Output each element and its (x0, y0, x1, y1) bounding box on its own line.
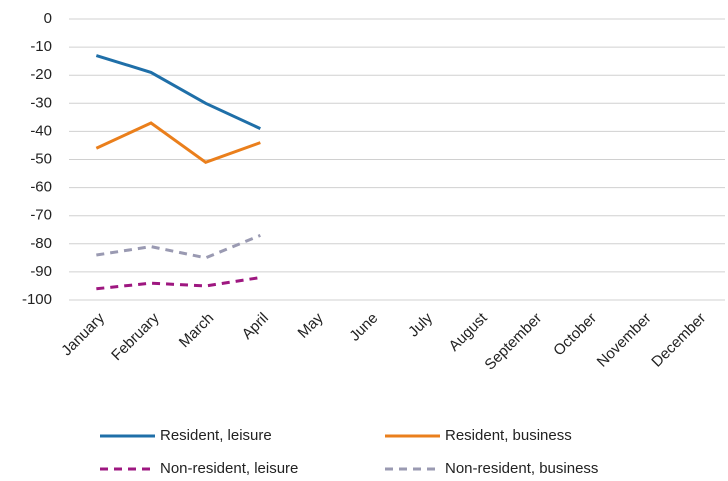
x-tick-label: June (346, 310, 381, 345)
x-tick-label: January (58, 309, 108, 359)
y-tick-label: -30 (30, 94, 52, 111)
y-tick-label: -40 (30, 122, 52, 139)
x-tick-label: September (481, 310, 545, 374)
series-line (96, 276, 261, 291)
y-tick-label: -60 (30, 179, 52, 196)
y-tick-label: -10 (30, 38, 52, 55)
series-line (95, 54, 261, 130)
x-tick-label: November (594, 310, 655, 371)
x-tick-label: August (446, 309, 492, 355)
legend-label: Resident, leisure (160, 427, 272, 444)
y-tick-label: -50 (30, 150, 52, 167)
y-tick-label: -70 (30, 207, 52, 224)
x-tick-label: July (405, 309, 436, 340)
series-line (95, 121, 261, 164)
x-tick-label: March (176, 310, 217, 351)
y-tick-label: -100 (22, 291, 52, 308)
x-tick-label: April (239, 310, 272, 343)
y-tick-label: 0 (44, 10, 52, 27)
y-tick-label: -20 (30, 66, 52, 83)
legend-label: Resident, business (445, 427, 572, 444)
x-tick-label: May (295, 309, 327, 341)
y-tick-label: -80 (30, 235, 52, 252)
series-line (96, 233, 261, 260)
x-tick-label: December (648, 310, 709, 371)
legend-label: Non-resident, business (445, 460, 598, 477)
y-tick-label: -90 (30, 263, 52, 280)
x-tick-label: February (108, 309, 163, 364)
legend-label: Non-resident, leisure (160, 460, 298, 477)
x-tick-label: October (550, 310, 600, 360)
